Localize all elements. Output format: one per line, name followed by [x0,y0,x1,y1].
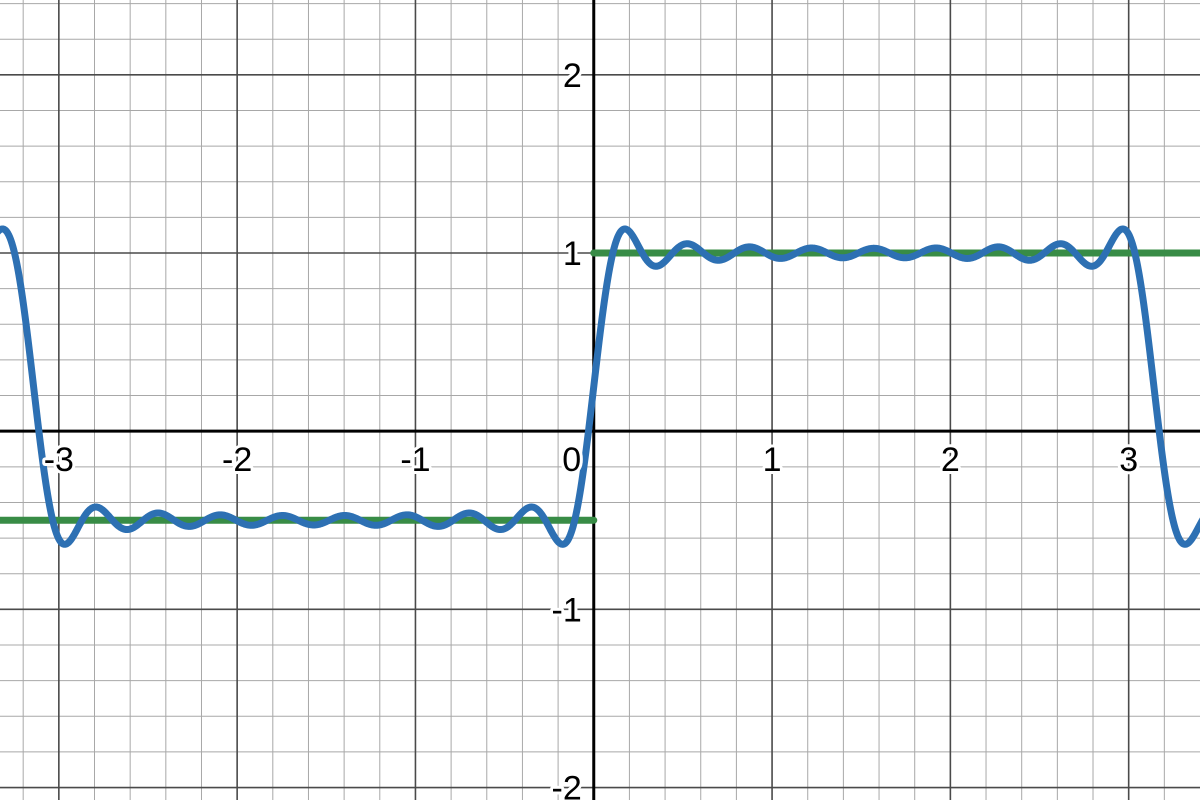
x-tick-label: -2 [222,441,252,479]
plot-series [0,225,1200,548]
y-tick-label: -2 [552,770,582,800]
y-tick-label: 2 [563,57,582,95]
y-tick-label: -1 [552,591,582,629]
y-tick-label: 1 [563,235,582,273]
tick-labels: -3 -2 -1 0 1 2 3 -2 -1 1 2 [41,54,1141,800]
x-tick-label: 1 [763,441,782,479]
x-tick-label: 0 [562,441,581,479]
series-blue-fourier-curve[interactable] [0,225,1200,548]
x-tick-label: -3 [44,441,74,479]
x-tick-label: -1 [400,441,430,479]
x-tick-label: 3 [1119,441,1138,479]
x-tick-label: 2 [941,441,960,479]
